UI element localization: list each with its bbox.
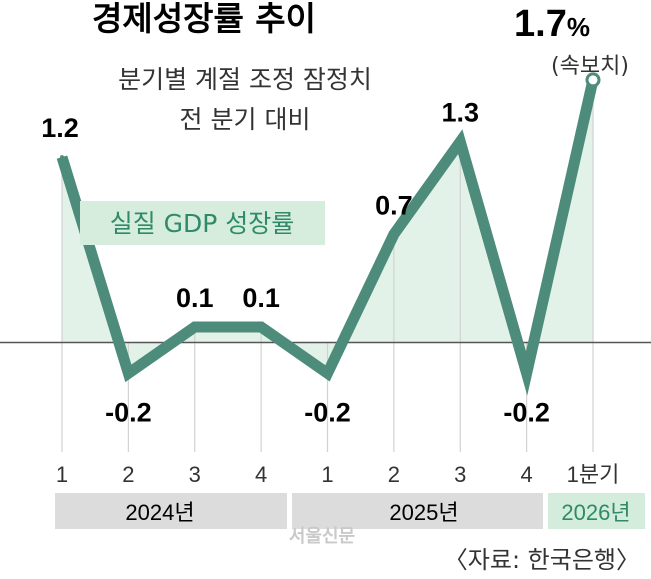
- legend-box: [80, 201, 325, 245]
- data-label: 0.7: [375, 190, 413, 220]
- x-tick-layer: 1 2 3 4 1 2 3 4 1분기: [56, 462, 619, 487]
- year-label-2026: 2026년: [561, 500, 630, 525]
- latest-unit: %: [567, 12, 590, 42]
- x-tick-label: 4: [255, 462, 267, 487]
- data-point: [325, 371, 330, 376]
- data-point: [259, 325, 264, 329]
- data-point: [391, 232, 396, 237]
- year-band-2025: [292, 493, 543, 529]
- chart-subtitle-2: 전 분기 대비: [180, 105, 311, 134]
- data-point: [458, 139, 463, 144]
- watermark: 서울신문: [289, 526, 355, 547]
- data-point: [524, 371, 529, 376]
- year-label-2025: 2025년: [389, 500, 458, 525]
- source-note: 〈자료: 한국은행〉: [444, 546, 640, 574]
- data-label-layer: 1.2 -0.2 0.1 0.1 -0.2 0.7 1.3 -0.2: [41, 98, 550, 428]
- x-tick-label: 2: [122, 462, 134, 487]
- data-label: 0.1: [242, 283, 280, 313]
- data-label: 1.3: [441, 98, 479, 128]
- data-label: -0.2: [304, 397, 351, 427]
- x-tick-label: 1: [56, 462, 68, 487]
- latest-value: 1.7%: [514, 3, 590, 45]
- latest-point-marker: [585, 72, 601, 88]
- x-tick-label: 1분기: [567, 462, 620, 487]
- guide-lines: [61, 79, 594, 452]
- data-label: 0.1: [176, 283, 214, 313]
- x-tick-label: 3: [189, 462, 201, 487]
- latest-note: (속보치): [551, 54, 629, 79]
- data-label: -0.2: [105, 397, 152, 427]
- data-point: [126, 371, 131, 376]
- series-line-layer: [56, 72, 601, 396]
- x-tick-label: 2: [388, 462, 400, 487]
- data-point: [60, 155, 64, 160]
- x-tick-label: 1: [321, 462, 333, 487]
- data-point: [192, 325, 197, 329]
- latest-number: 1.7: [514, 3, 567, 45]
- year-label-2024: 2024년: [125, 500, 194, 525]
- data-label: 1.2: [41, 113, 79, 143]
- data-label: -0.2: [503, 397, 550, 427]
- chart-title: 경제성장률 추이: [92, 0, 316, 38]
- x-tick-label: 4: [521, 462, 533, 487]
- year-band-2026: [548, 493, 645, 529]
- x-tick-label: 3: [454, 462, 466, 487]
- chart-subtitle-1: 분기별 계절 조정 잠정치: [118, 65, 372, 94]
- legend-label: 실질 GDP 성장률: [110, 209, 295, 238]
- year-band-2024: [55, 493, 287, 529]
